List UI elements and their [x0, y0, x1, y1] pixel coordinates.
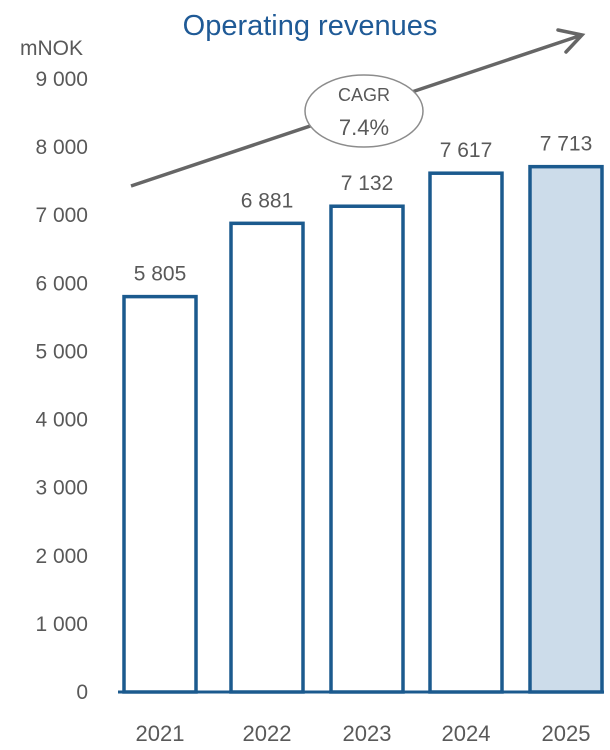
bar-2023 [329, 204, 405, 694]
x-tick-label: 2025 [542, 721, 591, 746]
y-axis-unit-label: mNOK [20, 37, 83, 60]
bar-2024 [428, 171, 504, 694]
y-tick-label: 0 [76, 681, 88, 704]
y-tick-label: 5 000 [35, 340, 88, 363]
y-tick-label: 1 000 [35, 613, 88, 636]
cagr-ellipse [304, 74, 424, 148]
y-tick-label: 8 000 [35, 136, 88, 159]
cagr-value: 7.4% [339, 115, 389, 140]
y-tick-label: 9 000 [35, 68, 88, 91]
y-tick-label: 4 000 [35, 409, 88, 432]
trend-arrow-head-icon [556, 28, 586, 54]
value-label: 5 805 [134, 263, 187, 286]
x-tick-label: 2024 [442, 721, 491, 746]
bar-2025 [528, 164, 604, 694]
value-label: 7 713 [540, 133, 593, 156]
bar-2022 [229, 221, 305, 694]
y-tick-label: 2 000 [35, 545, 88, 568]
y-tick-label: 3 000 [35, 477, 88, 500]
cagr-label: CAGR [338, 85, 390, 105]
value-labels: 5 805 6 881 7 132 7 617 7 713 [134, 133, 593, 286]
bars [122, 164, 604, 694]
value-label: 6 881 [241, 189, 294, 212]
chart-title: Operating revenues [183, 10, 438, 42]
y-tick-label: 7 000 [35, 204, 88, 227]
y-axis-ticks: 0 1 000 2 000 3 000 4 000 5 000 6 000 7 000 8 00… [35, 68, 88, 704]
x-tick-label: 2023 [343, 721, 392, 746]
y-tick-label: 6 000 [35, 272, 88, 295]
value-label: 7 617 [440, 139, 493, 162]
cagr-annotation: CAGR 7.4% [304, 74, 424, 148]
x-tick-label: 2021 [136, 721, 185, 746]
x-axis-ticks: 2021 2022 2023 2024 2025 [136, 721, 591, 746]
bar-2021 [122, 294, 198, 694]
value-label: 7 132 [341, 172, 394, 195]
x-tick-label: 2022 [243, 721, 292, 746]
